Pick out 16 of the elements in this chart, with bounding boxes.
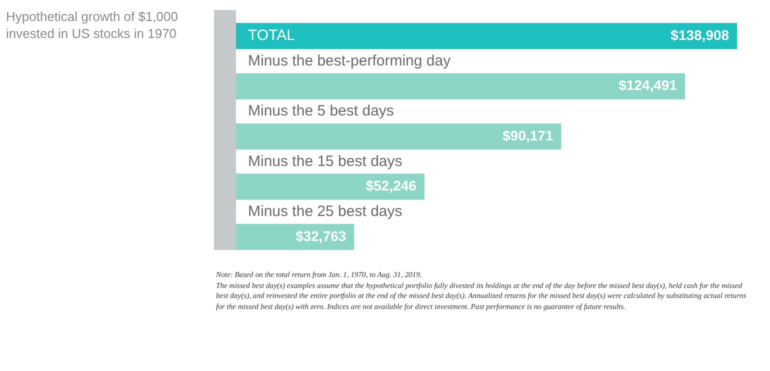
y-tick-label: Minus the 25 best days [248, 202, 402, 220]
y-tick-label: Minus the best-performing day [248, 52, 452, 70]
bar [236, 174, 424, 200]
bar [236, 23, 738, 50]
bar [236, 224, 354, 250]
data-label: $52,246 [366, 178, 417, 194]
y-tick-label: Minus the 5 best days [248, 102, 394, 120]
text: Hypothetical growth of $1,000 invested in US stocks in 1970 [6, 8, 179, 42]
data-label: $32,763 [296, 228, 346, 244]
y-tick-label: TOTAL [248, 27, 295, 44]
data-label: $124,491 [618, 77, 678, 94]
bar [236, 123, 562, 150]
data-label: $90,171 [502, 127, 554, 144]
bar [236, 73, 686, 100]
y-tick-label: Minus the 15 best days [248, 152, 402, 170]
data-label: $138,908 [670, 26, 730, 43]
